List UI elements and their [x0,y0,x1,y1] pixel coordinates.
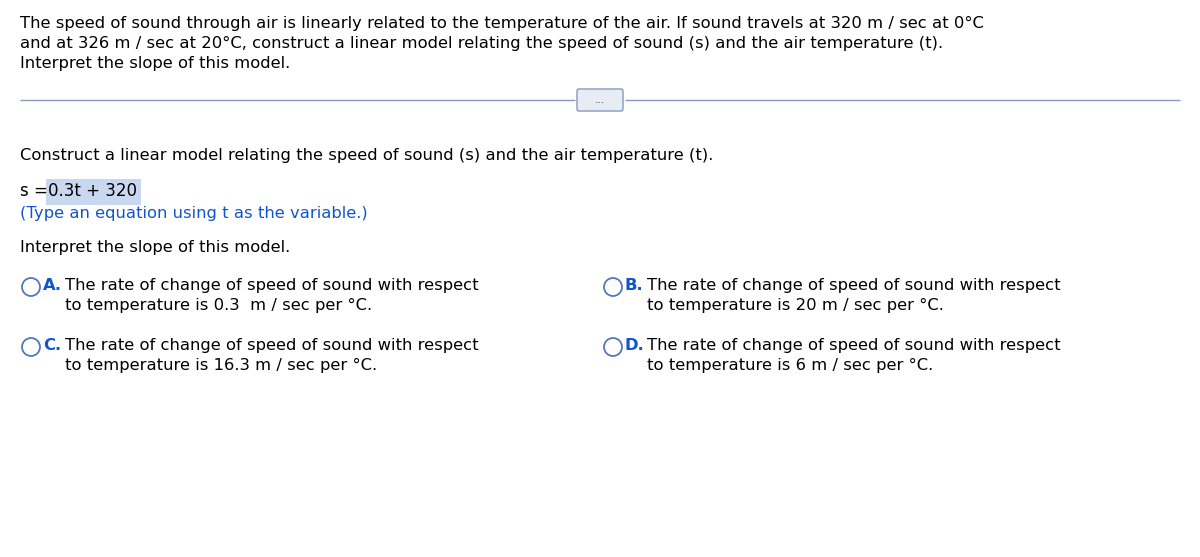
FancyBboxPatch shape [577,89,623,111]
FancyBboxPatch shape [46,179,142,205]
Text: 0.3t + 320: 0.3t + 320 [48,182,137,200]
Text: ...: ... [595,95,605,105]
Text: Interpret the slope of this model.: Interpret the slope of this model. [20,56,290,71]
Text: to temperature is 20 m / sec per °C.: to temperature is 20 m / sec per °C. [647,298,944,313]
Text: A.: A. [43,278,62,293]
Text: The speed of sound through air is linearly related to the temperature of the air: The speed of sound through air is linear… [20,16,984,31]
Text: The rate of change of speed of sound with respect: The rate of change of speed of sound wit… [65,338,479,353]
Text: C.: C. [43,338,61,353]
Text: D.: D. [625,338,644,353]
Text: (Type an equation using t as the variable.): (Type an equation using t as the variabl… [20,206,367,221]
Text: to temperature is 16.3 m / sec per °C.: to temperature is 16.3 m / sec per °C. [65,358,377,373]
Text: The rate of change of speed of sound with respect: The rate of change of speed of sound wit… [647,278,1061,293]
Text: s =: s = [20,182,53,200]
Text: to temperature is 6 m / sec per °C.: to temperature is 6 m / sec per °C. [647,358,934,373]
Text: to temperature is 0.3  m / sec per °C.: to temperature is 0.3 m / sec per °C. [65,298,372,313]
Text: Interpret the slope of this model.: Interpret the slope of this model. [20,240,290,255]
Text: The rate of change of speed of sound with respect: The rate of change of speed of sound wit… [647,338,1061,353]
Text: Construct a linear model relating the speed of sound (s) and the air temperature: Construct a linear model relating the sp… [20,148,713,163]
Text: The rate of change of speed of sound with respect: The rate of change of speed of sound wit… [65,278,479,293]
Text: and at 326 m / sec at 20°C, construct a linear model relating the speed of sound: and at 326 m / sec at 20°C, construct a … [20,36,943,51]
Text: B.: B. [625,278,643,293]
